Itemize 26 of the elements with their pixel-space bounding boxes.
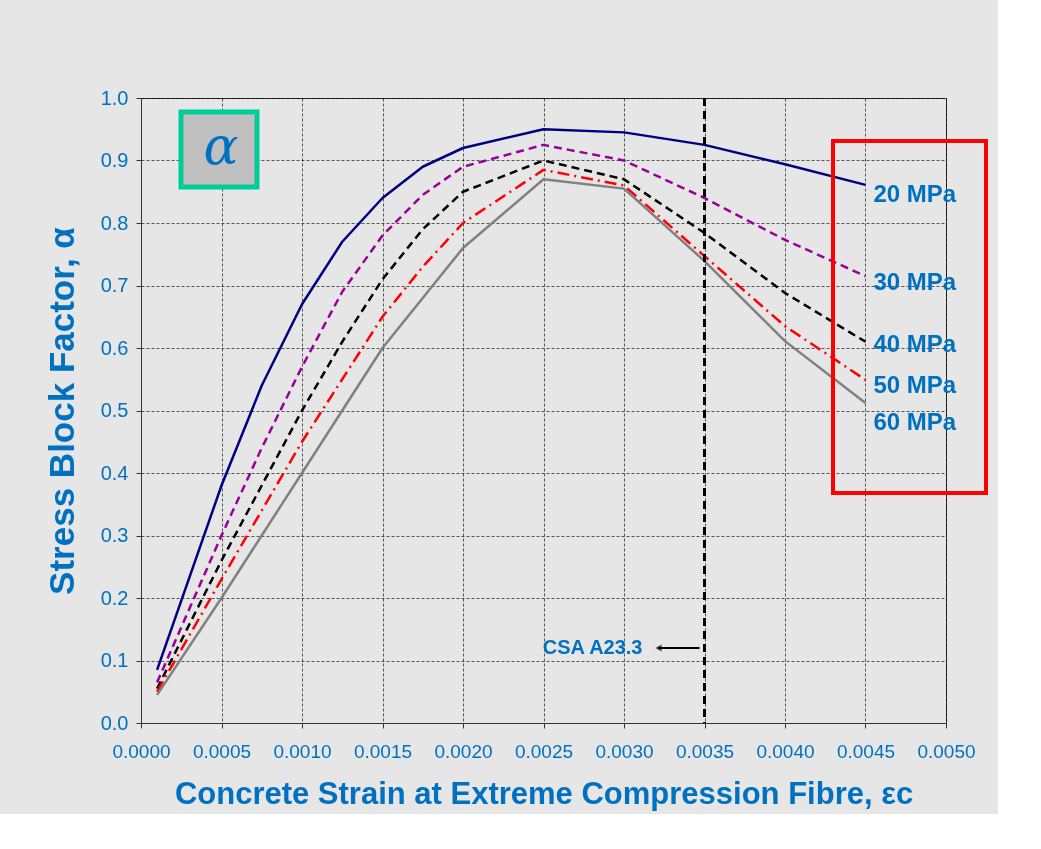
x-tick-label: 0.0035 (675, 740, 735, 762)
y-tick-label: 0.3 (100, 524, 129, 546)
y-tick-label: 0.4 (100, 461, 129, 484)
annotation: α (203, 116, 239, 176)
x-tick-label: 0.0005 (192, 740, 252, 762)
y-axis-title: Stress Block Factor, α (41, 226, 81, 595)
x-tick-label: 0.0015 (353, 740, 413, 762)
x-axis-title: Concrete Strain at Extreme Compression Fibre, εc (174, 775, 914, 811)
x-tick-label: 0.0050 (917, 740, 976, 762)
y-tick-label: 0.9 (100, 149, 129, 171)
x-tick-label: 0.0010 (273, 740, 332, 762)
y-tick-label: 0.5 (100, 399, 129, 421)
y-tick-label: 1.0 (100, 86, 129, 109)
x-tick-label: 0.0025 (514, 740, 574, 762)
x-tick-label: 0.0040 (756, 740, 815, 762)
y-tick-label: 0.2 (100, 586, 129, 609)
x-tick-label: 0.0045 (836, 740, 896, 762)
y-tick-label: 0.0 (100, 711, 129, 734)
x-tick-label: 0.0000 (112, 740, 171, 762)
x-tick-label: 0.0030 (595, 740, 654, 762)
x-tick-label: 0.0020 (434, 740, 493, 762)
y-tick-label: 0.7 (100, 274, 129, 296)
y-tick-label: 0.1 (100, 649, 129, 671)
y-tick-label: 0.6 (100, 336, 129, 359)
ref-line-label: CSA A23.3 (542, 636, 643, 658)
y-tick-label: 0.8 (100, 211, 129, 234)
